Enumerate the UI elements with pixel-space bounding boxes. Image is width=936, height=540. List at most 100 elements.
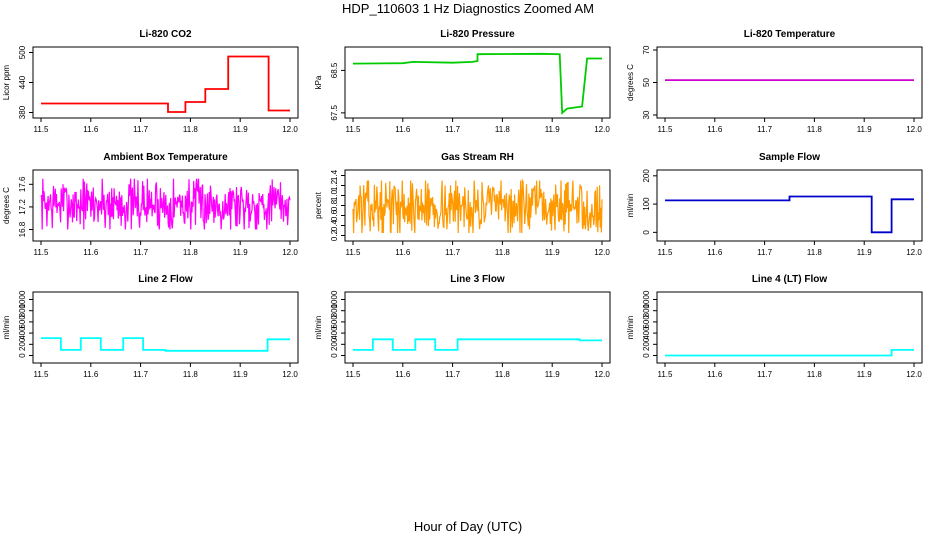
plot-frame — [32, 46, 299, 119]
y-tick-label: 200 — [18, 337, 27, 351]
panel-title: Sample Flow — [759, 152, 820, 163]
x-tick-label: 11.5 — [658, 125, 674, 134]
y-tick-label: 1.2 — [330, 179, 339, 191]
y-tick-label: 0.8 — [330, 199, 339, 211]
y-tick-label: 500 — [18, 45, 27, 59]
y-tick-label: 1000 — [642, 290, 651, 308]
y-tick-label: 1000 — [18, 290, 27, 308]
figure-title: HDP_110603 1 Hz Diagnostics Zoomed AM — [342, 1, 594, 16]
x-tick-label: 11.6 — [83, 248, 99, 257]
series-line — [665, 349, 914, 357]
x-tick-label: 12.0 — [906, 248, 922, 257]
y-axis-label: Licor ppm — [2, 65, 11, 100]
series-line — [41, 55, 290, 113]
y-tick-label: 17.2 — [18, 199, 27, 215]
x-tick-label: 11.6 — [395, 370, 411, 379]
x-tick-label: 11.8 — [807, 125, 823, 134]
y-tick-label: 0 — [642, 230, 651, 235]
x-tick-label: 11.6 — [707, 125, 723, 134]
x-tick-label: 11.8 — [495, 248, 511, 257]
plot-frame — [32, 291, 299, 364]
y-tick-label: 600 — [18, 315, 27, 329]
plot-frame — [344, 46, 611, 119]
x-tick-label: 12.0 — [594, 248, 610, 257]
panel-7: Line 2 Flow ml/min 11.5 11.6 11.7 11.8 11.9 12.… — [2, 274, 299, 379]
x-tick-label: 11.5 — [658, 248, 674, 257]
x-tick-label: 11.7 — [445, 248, 461, 257]
y-axis-label: ml/min — [626, 194, 635, 218]
x-tick-label: 11.7 — [757, 125, 773, 134]
y-tick-label: 100 — [642, 197, 651, 211]
y-axis-label: degrees C — [626, 64, 635, 101]
x-tick-label: 11.9 — [857, 125, 873, 134]
y-axis-label: percent — [314, 191, 323, 218]
panel-title: Li-820 CO2 — [139, 29, 192, 40]
panel-9: Line 4 (LT) Flow ml/min 11.5 11.6 11.7 11.8 11… — [626, 274, 923, 379]
plot-frame — [656, 291, 923, 364]
series-line — [40, 178, 291, 230]
series-line — [41, 337, 290, 352]
panel-1: Li-820 CO2 Licor ppm 11.5 11.6 11.7 11.8 11.9 1… — [2, 29, 299, 134]
y-tick-label: 68.5 — [330, 62, 339, 78]
y-tick-label: 0 — [642, 353, 651, 358]
y-tick-label: 17.6 — [18, 176, 27, 192]
panel-title: Li-820 Pressure — [440, 29, 515, 40]
x-tick-label: 11.5 — [34, 248, 50, 257]
y-axis-label: kPa — [314, 75, 323, 89]
y-tick-label: 0.4 — [330, 219, 339, 231]
y-tick-label: 67.5 — [330, 105, 339, 121]
x-tick-label: 12.0 — [594, 125, 610, 134]
y-tick-label: 1000 — [330, 290, 339, 308]
panel-4: Ambient Box Temperature degrees C 11.5 11.6… — [2, 152, 299, 257]
panel-title: Li-820 Temperature — [744, 29, 836, 40]
y-tick-label: 400 — [642, 326, 651, 340]
x-tick-label: 11.6 — [83, 125, 99, 134]
y-tick-label: 16.8 — [18, 221, 27, 237]
plot-frame — [32, 169, 299, 242]
x-tick-label: 11.5 — [34, 370, 50, 379]
x-tick-label: 11.9 — [233, 248, 249, 257]
y-tick-label: 380 — [18, 105, 27, 119]
x-tick-label: 11.9 — [233, 370, 249, 379]
x-tick-label: 11.7 — [445, 370, 461, 379]
x-tick-label: 11.8 — [807, 370, 823, 379]
y-tick-label: 0 — [330, 353, 339, 358]
x-tick-label: 11.7 — [445, 125, 461, 134]
x-tick-label: 11.6 — [395, 125, 411, 134]
y-tick-label: 200 — [642, 169, 651, 183]
y-tick-label: 600 — [642, 315, 651, 329]
x-tick-label: 11.5 — [34, 125, 50, 134]
x-tick-label: 11.9 — [857, 370, 873, 379]
x-tick-label: 11.7 — [133, 248, 149, 257]
y-tick-label: 800 — [18, 303, 27, 317]
plot-frame — [656, 169, 923, 242]
x-tick-label: 11.8 — [183, 125, 199, 134]
series-line — [352, 52, 602, 115]
panel-title: Ambient Box Temperature — [103, 152, 228, 163]
y-axis-label: ml/min — [314, 316, 323, 340]
plot-frame — [344, 291, 611, 364]
x-tick-label: 11.7 — [133, 370, 149, 379]
x-tick-label: 11.9 — [545, 248, 561, 257]
panel-3: Li-820 Temperature degrees C 11.5 11.6 11.7 1… — [626, 29, 923, 134]
panel-title: Line 2 Flow — [138, 274, 193, 285]
y-tick-label: 1.0 — [330, 189, 339, 201]
panel-title: Line 3 Flow — [450, 274, 505, 285]
x-tick-label: 11.8 — [495, 125, 511, 134]
x-tick-label: 11.9 — [857, 248, 873, 257]
x-tick-label: 11.7 — [757, 370, 773, 379]
y-tick-label: 70 — [642, 45, 651, 54]
y-tick-label: 200 — [330, 337, 339, 351]
y-tick-label: 800 — [642, 303, 651, 317]
panel-5: Gas Stream RH percent 11.5 11.6 11.7 11.8 11.9… — [314, 152, 611, 257]
x-tick-label: 12.0 — [906, 370, 922, 379]
y-tick-label: 800 — [330, 303, 339, 317]
series-line — [353, 338, 602, 351]
x-tick-label: 11.8 — [183, 370, 199, 379]
x-tick-label: 11.8 — [183, 248, 199, 257]
x-tick-label: 11.5 — [346, 248, 362, 257]
panel-6: Sample Flow ml/min 11.5 11.6 11.7 11.8 11.9 12.… — [626, 152, 923, 257]
y-tick-label: 1.4 — [330, 169, 339, 181]
x-tick-label: 11.6 — [83, 370, 99, 379]
